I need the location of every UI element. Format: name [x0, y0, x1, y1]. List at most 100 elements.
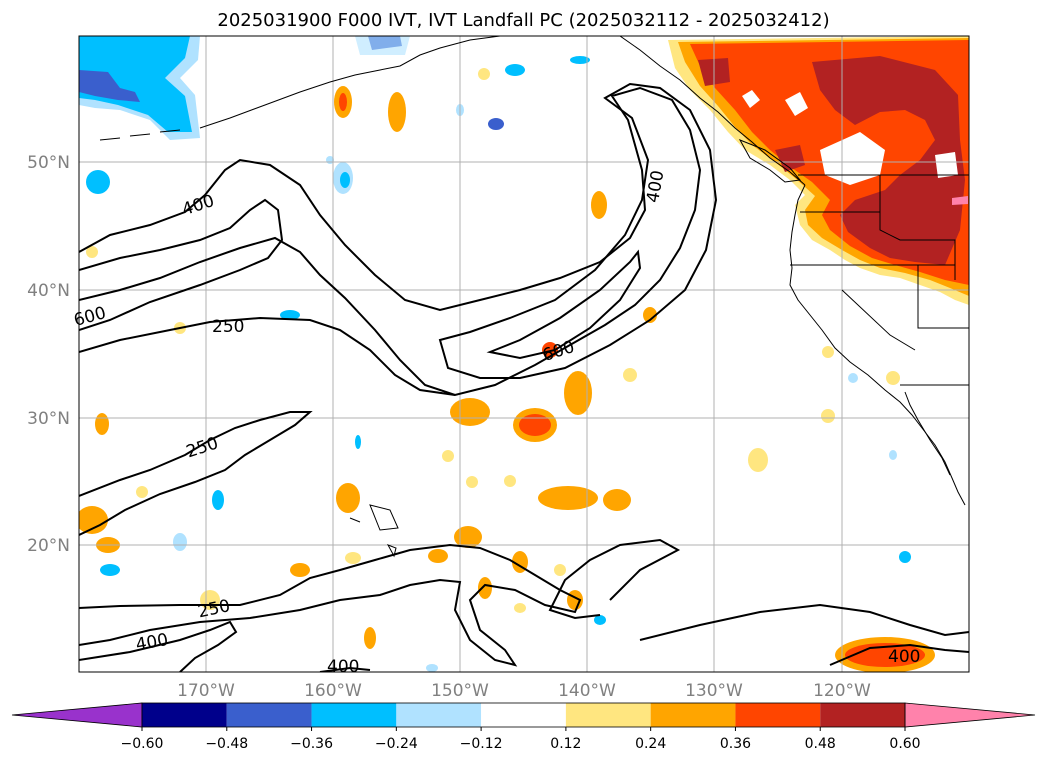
lat-label: 40°N — [27, 281, 70, 301]
patch-yellow-34 — [466, 476, 478, 488]
patch-blue-40 — [488, 118, 504, 130]
colorbar-tick-label: 0.60 — [889, 736, 920, 752]
border-ca-nv — [917, 265, 969, 329]
patch-yellow-24 — [821, 409, 835, 423]
patch-orange-21 — [748, 448, 768, 472]
colorbar-segment — [226, 703, 312, 727]
contour-400-north — [79, 86, 702, 397]
hole-white-2 — [935, 152, 958, 178]
coast-baja — [904, 391, 951, 476]
patch-orange-3 — [591, 191, 607, 219]
coast-alaska-aleutians — [199, 36, 501, 129]
lon-label: 150°W — [431, 681, 489, 701]
lat-label: 30°N — [27, 409, 70, 429]
contour-250-outer — [79, 316, 456, 396]
colorbar-outline — [141, 702, 906, 728]
patch-orange-18 — [364, 627, 376, 649]
patch-yellow-30 — [136, 486, 148, 498]
lat-labels: 50°N 40°N 30°N 20°N — [27, 153, 70, 556]
colorbar-tick-label: 0.48 — [805, 736, 836, 752]
patch-yellow-27 — [643, 307, 657, 323]
patch-orange-6 — [450, 398, 490, 426]
hole-white-3 — [785, 92, 808, 116]
hawaii-3 — [349, 517, 361, 523]
colorbar-segment — [650, 703, 736, 727]
colorbar-tick-label: −0.12 — [460, 736, 503, 752]
colorbar-tick-label: 0.36 — [720, 736, 751, 752]
border-id — [879, 175, 956, 280]
patch-red-22 — [845, 643, 925, 667]
patch-yellow-38 — [514, 603, 526, 613]
patch-orange-8 — [603, 489, 631, 511]
colorbar-segment — [565, 703, 651, 727]
lon-label: 140°W — [558, 681, 616, 701]
patch-yellow-26 — [822, 346, 834, 358]
patch-yellow-35 — [504, 475, 516, 487]
patch-orange-13 — [454, 526, 482, 548]
patch-blue-47 — [355, 435, 361, 449]
contour-label: 250 — [212, 317, 244, 337]
colorbar-tick-label: −0.60 — [121, 736, 164, 752]
map-frame — [78, 35, 970, 673]
patch-yellow-29 — [478, 68, 490, 80]
colorbar-tick-label: −0.36 — [290, 736, 333, 752]
hawaii-1 — [369, 504, 399, 531]
patch-yellow-33 — [442, 450, 454, 462]
patch-blue-51 — [594, 615, 606, 625]
patch-yellow-28 — [623, 368, 637, 382]
patch-orange-7 — [538, 486, 598, 510]
coast-vancouver-island — [738, 139, 801, 183]
patch-blue-43 — [280, 310, 300, 320]
lat-label: 50°N — [27, 153, 70, 173]
colorbar-segment — [735, 703, 821, 727]
contour-label: 400 — [888, 647, 920, 667]
negative-region-top — [100, 36, 140, 44]
colorbar-extend-low — [11, 702, 143, 728]
contour-label: 400 — [327, 657, 359, 677]
patch-blue-46 — [100, 564, 120, 576]
patch-blue-49 — [848, 373, 858, 383]
colorbar-tick-label: −0.48 — [205, 736, 248, 752]
colorbar-tick-label: −0.24 — [375, 736, 418, 752]
patch-yellow-37 — [554, 564, 566, 576]
patch-red-4 — [519, 414, 551, 436]
lon-label: 130°W — [685, 681, 743, 701]
positive-region-darkred-3 — [775, 145, 805, 172]
colorbar-segment — [820, 703, 905, 727]
patch-yellow-31 — [86, 246, 98, 258]
patch-blue-41 — [570, 56, 590, 64]
patch-orange-16 — [478, 577, 492, 599]
lon-label: 120°W — [813, 681, 871, 701]
contour-250-southbottom — [79, 543, 582, 667]
patch-blue-48 — [899, 551, 911, 563]
lat-label: 20°N — [27, 536, 70, 556]
colorbar-segment — [396, 703, 482, 727]
hole-white-1 — [820, 132, 885, 185]
patch-orange-10 — [79, 506, 108, 534]
patch-blue-2b — [340, 172, 350, 188]
colorbar-segment — [142, 703, 227, 727]
negative-region-top-3 — [355, 36, 410, 55]
colorbar-segment — [481, 703, 566, 727]
patch-yellow-36 — [345, 552, 361, 564]
pink-patch — [952, 196, 968, 205]
coast-west-us — [789, 184, 966, 506]
contour-250-right — [548, 538, 681, 620]
patch-orange-19 — [290, 563, 310, 577]
contour-600-west — [79, 198, 284, 331]
patch-blue-39 — [505, 64, 525, 76]
ivt-contours — [79, 82, 969, 672]
coast-aleutian-islands — [99, 129, 181, 141]
coastlines — [99, 36, 969, 558]
coast-bc — [619, 36, 806, 186]
lon-labels: 170°W 160°W 150°W 140°W 130°W 120°W — [177, 681, 871, 701]
colorbar-segment — [311, 703, 397, 727]
map-title: 2025031900 F000 IVT, IVT Landfall PC (20… — [217, 10, 830, 31]
negative-region-nw-pacific-3 — [79, 70, 140, 102]
colorbar-tick-label: 0.12 — [550, 736, 581, 752]
hawaii-2 — [386, 544, 397, 558]
patch-blue-52 — [426, 664, 438, 672]
patch-orange-14 — [428, 549, 448, 563]
colorbar: −0.60 −0.48 −0.36 −0.24 −0.12 0.12 0.24 0.36 0.4… — [11, 702, 1036, 752]
